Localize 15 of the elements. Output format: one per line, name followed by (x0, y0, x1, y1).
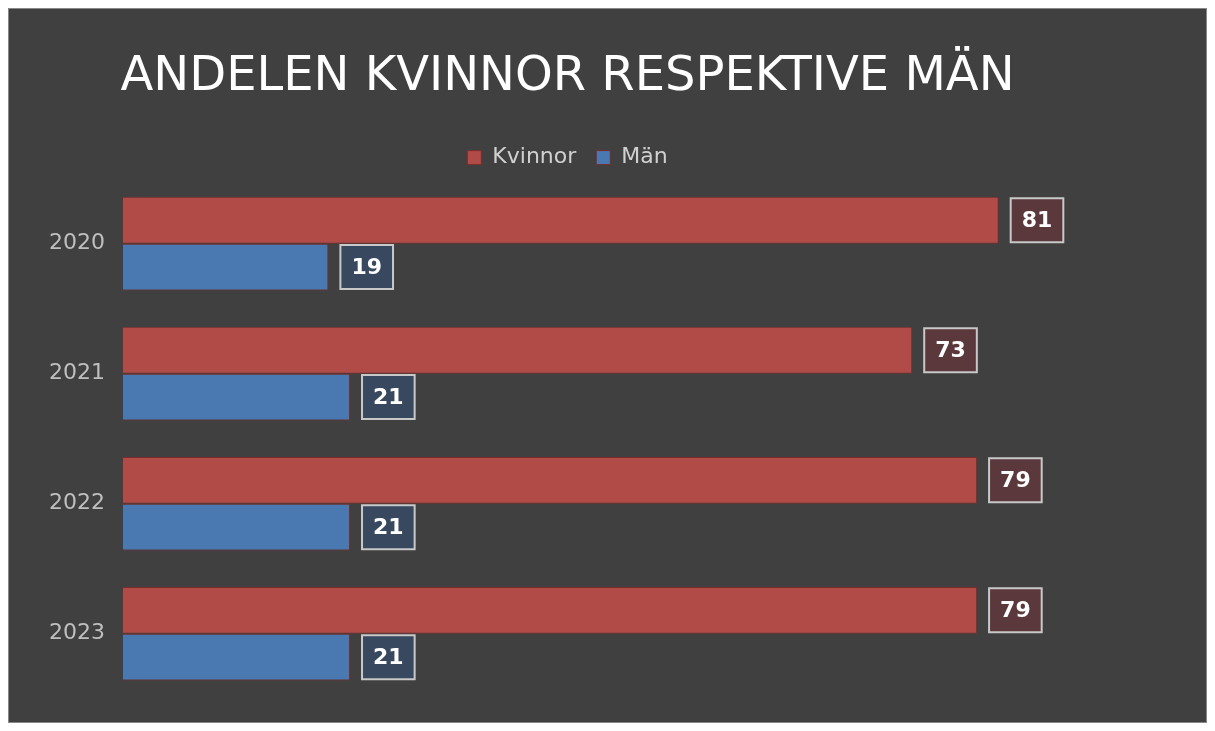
data-label: 73 (935, 336, 966, 362)
data-label: 21 (373, 643, 404, 669)
legend-label: Kvinnor (492, 143, 578, 169)
data-label: 21 (373, 513, 404, 539)
data-label: 79 (1000, 597, 1031, 623)
data-label: 21 (373, 383, 404, 409)
y-tick-label: 2021 (48, 359, 105, 385)
chart-title: ANDELEN KVINNOR RESPEKTIVE MÄN (120, 45, 1015, 102)
y-tick-label: 2023 (48, 619, 105, 645)
data-label: 81 (1021, 206, 1053, 232)
legend-label: Män (621, 143, 668, 169)
y-tick-label: 2022 (48, 489, 105, 515)
data-label: 79 (1000, 467, 1031, 493)
data-label: 19 (351, 253, 383, 279)
y-tick-label: 2020 (48, 229, 105, 255)
